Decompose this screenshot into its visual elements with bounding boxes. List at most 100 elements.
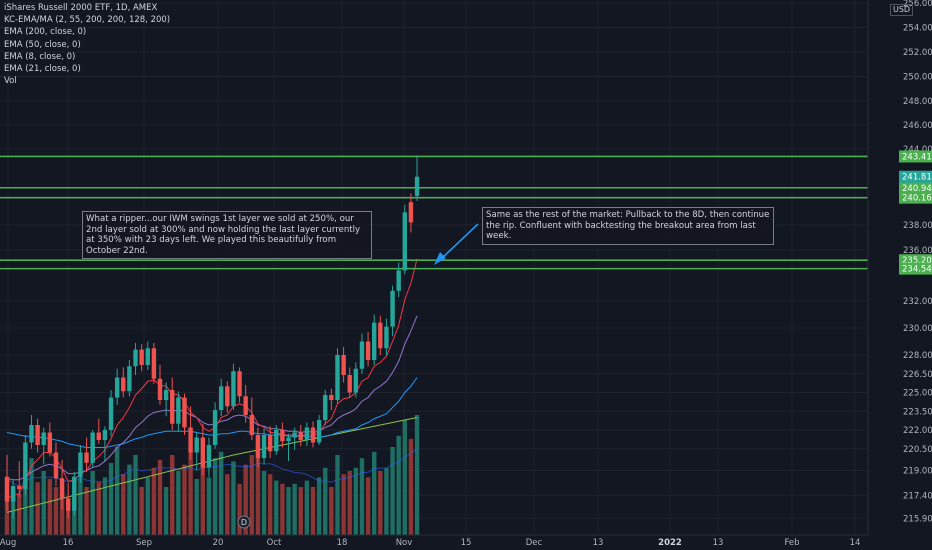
volume-bar [78, 467, 83, 535]
candle-body [225, 386, 230, 407]
candle-body [329, 395, 334, 400]
candle-body [41, 432, 46, 445]
volume-bar [139, 487, 144, 535]
volume-bar [372, 451, 377, 535]
volume-bar [102, 477, 108, 535]
candle-body [96, 432, 101, 440]
candle-body [237, 371, 242, 397]
time-tick-label: Dec [526, 538, 543, 548]
price-tick-label: 215.90 [903, 514, 932, 524]
candle-body [200, 437, 206, 468]
candle-body [274, 430, 279, 452]
volume-bar [84, 487, 89, 535]
volume-bar [53, 487, 59, 535]
volume-bar [200, 461, 206, 535]
volume-bar [249, 455, 254, 535]
volume-bar [255, 442, 261, 535]
volume-bar [316, 477, 322, 535]
candle-body [378, 322, 383, 349]
time-axis[interactable]: Aug 16 Sep 20 Oct 18 Nov 15 Dec 13 2022 13 Feb 14 [0, 538, 860, 548]
volume-bar [212, 458, 218, 535]
chart-title[interactable]: iShares Russell 2000 ETF, 1D, AMEX [4, 3, 158, 13]
candlesticks [4, 155, 420, 519]
candle-body [151, 348, 157, 379]
candle-body [347, 375, 352, 393]
volume-bar [378, 471, 383, 535]
candle-body [84, 452, 89, 463]
volume-bar [29, 458, 34, 535]
candle-body [170, 390, 175, 424]
volume-bar [390, 447, 395, 535]
candle-body [384, 326, 389, 349]
volume-bar [188, 451, 193, 535]
time-tick-label: Sep [136, 538, 152, 548]
level-label-text: 234.54 [902, 265, 932, 275]
time-axis-bg [0, 535, 932, 550]
time-tick-label: 18 [337, 538, 348, 548]
time-tick-label: 16 [63, 538, 74, 548]
price-axis[interactable]: 256.00 254.00 252.00 250.00 248.00 246.00 244.… [903, 0, 932, 524]
price-tick-label: 246.00 [903, 121, 932, 131]
candle-body [249, 415, 254, 435]
annotation-note-left[interactable]: What a ripper...our IWM swings 1st layer… [82, 211, 372, 260]
indicator-ema-200[interactable]: EMA (200, close, 0) [4, 27, 87, 38]
price-tick-label: 220.50 [903, 445, 932, 455]
candle-body [90, 432, 95, 463]
volume-bar [96, 482, 101, 535]
volume-bar [243, 464, 248, 535]
price-tick-label: 222.00 [903, 426, 932, 436]
indicator-ema-8[interactable]: EMA (8, close, 0) [4, 51, 76, 62]
candle-body [17, 486, 22, 490]
candle-body [212, 410, 218, 445]
price-tick-label: 230.00 [903, 324, 932, 334]
price-tick-label: 256.00 [903, 0, 932, 9]
candle-body [390, 290, 395, 327]
level-label-text: 243.41 [902, 152, 932, 162]
candle-body [145, 348, 150, 365]
dividend-marker[interactable]: D [237, 515, 251, 529]
volume-bar [17, 493, 22, 535]
annotation-arrow [434, 223, 479, 265]
candle-body [316, 420, 322, 443]
time-tick-label: 13 [713, 538, 724, 548]
volume-bar [35, 482, 40, 535]
candle-body [255, 435, 261, 459]
volume-bar [127, 464, 132, 535]
candle-body [402, 212, 407, 271]
price-tick-label: 244.00 [903, 145, 932, 155]
volume-bar [267, 474, 273, 535]
indicator-ema-21[interactable]: EMA (21, close, 0) [4, 64, 81, 75]
indicator-kc-ema-ma[interactable]: KC-EMA/MA (2, 55, 200, 200, 128, 200) [4, 15, 171, 26]
volume-bar [292, 483, 297, 535]
candle-body [353, 368, 359, 393]
level-label-bg [899, 262, 932, 275]
volume-bar [182, 464, 187, 535]
candle-body [359, 341, 365, 369]
volume-bar [261, 471, 267, 535]
candle-body [335, 355, 340, 400]
indicator-legend: iShares Russell 2000 ETF, 1D, AMEX KC-EM… [4, 2, 170, 87]
candle-body [310, 427, 316, 443]
ema50-line [6, 377, 418, 448]
level-label-bg [899, 150, 932, 163]
candle-body [231, 371, 236, 407]
candle-body [341, 355, 346, 375]
volume-bar [47, 479, 53, 535]
candle-body [35, 425, 40, 445]
volume-bar [219, 451, 224, 535]
price-tick-label: 217.40 [903, 491, 932, 501]
candle-body [206, 445, 212, 468]
volume-bar [274, 480, 279, 535]
candle-body [121, 377, 126, 392]
indicator-volume[interactable]: Vol [4, 76, 17, 87]
volume-bar [396, 435, 401, 535]
indicator-ema-50[interactable]: EMA (50, close, 0) [4, 39, 81, 50]
currency-label[interactable]: USD [890, 4, 914, 16]
annotation-note-right[interactable]: Same as the rest of the market: Pullback… [482, 207, 774, 245]
price-axis-bg [868, 0, 932, 550]
candle-body [323, 395, 328, 420]
time-tick-label: 20 [213, 538, 224, 548]
volume-bar [231, 461, 236, 535]
